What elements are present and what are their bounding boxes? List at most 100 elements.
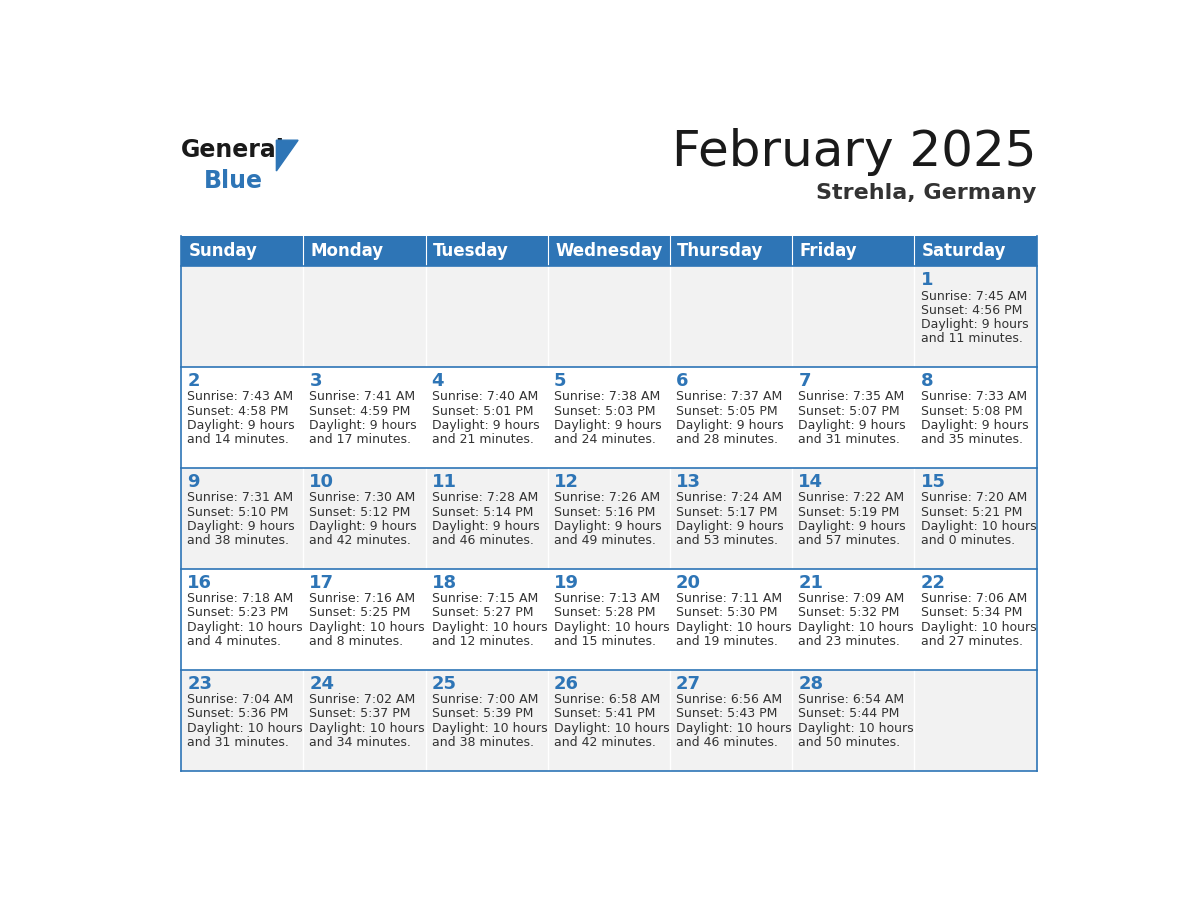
Text: Sunrise: 7:18 AM: Sunrise: 7:18 AM — [188, 592, 293, 605]
Text: Sunrise: 7:43 AM: Sunrise: 7:43 AM — [188, 390, 293, 403]
Text: Sunrise: 7:00 AM: Sunrise: 7:00 AM — [431, 693, 538, 706]
Text: Daylight: 9 hours: Daylight: 9 hours — [921, 419, 1028, 432]
Text: Daylight: 10 hours: Daylight: 10 hours — [309, 621, 425, 633]
Bar — [181, 468, 1037, 569]
Text: 11: 11 — [431, 473, 456, 491]
Bar — [181, 266, 1037, 367]
Text: and 15 minutes.: and 15 minutes. — [554, 635, 656, 648]
Text: Daylight: 10 hours: Daylight: 10 hours — [676, 621, 791, 633]
Text: and 24 minutes.: and 24 minutes. — [554, 433, 656, 446]
Text: Sunset: 5:23 PM: Sunset: 5:23 PM — [188, 607, 289, 620]
Text: Sunset: 5:03 PM: Sunset: 5:03 PM — [554, 405, 656, 418]
Text: Sunrise: 6:54 AM: Sunrise: 6:54 AM — [798, 693, 904, 706]
Text: and 17 minutes.: and 17 minutes. — [309, 433, 411, 446]
Text: and 46 minutes.: and 46 minutes. — [431, 534, 533, 547]
Text: Sunrise: 7:41 AM: Sunrise: 7:41 AM — [309, 390, 416, 403]
Text: Sunrise: 7:16 AM: Sunrise: 7:16 AM — [309, 592, 416, 605]
Text: and 49 minutes.: and 49 minutes. — [554, 534, 656, 547]
Text: and 23 minutes.: and 23 minutes. — [798, 635, 901, 648]
Bar — [181, 236, 303, 266]
Text: 16: 16 — [188, 574, 213, 592]
Text: Sunrise: 7:20 AM: Sunrise: 7:20 AM — [921, 491, 1026, 504]
Text: Sunset: 5:14 PM: Sunset: 5:14 PM — [431, 506, 533, 519]
Text: Sunset: 4:58 PM: Sunset: 4:58 PM — [188, 405, 289, 418]
Text: Strehla, Germany: Strehla, Germany — [816, 184, 1037, 203]
Text: Daylight: 10 hours: Daylight: 10 hours — [554, 722, 670, 734]
Text: 25: 25 — [431, 675, 456, 692]
Text: and 34 minutes.: and 34 minutes. — [309, 736, 411, 749]
Text: 3: 3 — [309, 372, 322, 390]
Text: Sunset: 5:27 PM: Sunset: 5:27 PM — [431, 607, 533, 620]
Text: 14: 14 — [798, 473, 823, 491]
Text: and 57 minutes.: and 57 minutes. — [798, 534, 901, 547]
Text: Sunrise: 7:02 AM: Sunrise: 7:02 AM — [309, 693, 416, 706]
Bar — [792, 236, 915, 266]
Text: and 8 minutes.: and 8 minutes. — [309, 635, 404, 648]
Text: Sunrise: 7:37 AM: Sunrise: 7:37 AM — [676, 390, 783, 403]
Text: and 12 minutes.: and 12 minutes. — [431, 635, 533, 648]
Text: Sunset: 5:12 PM: Sunset: 5:12 PM — [309, 506, 411, 519]
Text: Sunrise: 7:26 AM: Sunrise: 7:26 AM — [554, 491, 661, 504]
Text: Daylight: 10 hours: Daylight: 10 hours — [921, 621, 1036, 633]
Text: Saturday: Saturday — [922, 242, 1006, 260]
Text: Daylight: 10 hours: Daylight: 10 hours — [921, 520, 1036, 532]
Text: 5: 5 — [554, 372, 567, 390]
Text: Sunset: 5:25 PM: Sunset: 5:25 PM — [309, 607, 411, 620]
Text: Sunrise: 7:24 AM: Sunrise: 7:24 AM — [676, 491, 782, 504]
Text: Sunset: 5:32 PM: Sunset: 5:32 PM — [798, 607, 899, 620]
Text: General: General — [181, 138, 285, 162]
Text: 9: 9 — [188, 473, 200, 491]
Text: Daylight: 9 hours: Daylight: 9 hours — [431, 520, 539, 532]
Text: Sunset: 4:56 PM: Sunset: 4:56 PM — [921, 304, 1022, 317]
Text: and 50 minutes.: and 50 minutes. — [798, 736, 901, 749]
Text: Daylight: 9 hours: Daylight: 9 hours — [309, 520, 417, 532]
Text: Monday: Monday — [310, 242, 384, 260]
Text: and 53 minutes.: and 53 minutes. — [676, 534, 778, 547]
Text: Sunrise: 7:06 AM: Sunrise: 7:06 AM — [921, 592, 1026, 605]
Text: Sunset: 5:39 PM: Sunset: 5:39 PM — [431, 707, 533, 721]
Text: 19: 19 — [554, 574, 579, 592]
Text: Sunset: 5:07 PM: Sunset: 5:07 PM — [798, 405, 901, 418]
Text: and 19 minutes.: and 19 minutes. — [676, 635, 778, 648]
Text: and 4 minutes.: and 4 minutes. — [188, 635, 282, 648]
Text: Sunrise: 7:15 AM: Sunrise: 7:15 AM — [431, 592, 538, 605]
Text: and 27 minutes.: and 27 minutes. — [921, 635, 1023, 648]
Text: Sunset: 5:16 PM: Sunset: 5:16 PM — [554, 506, 656, 519]
Text: Sunrise: 7:11 AM: Sunrise: 7:11 AM — [676, 592, 782, 605]
Text: 8: 8 — [921, 372, 933, 390]
Text: 2: 2 — [188, 372, 200, 390]
Text: 24: 24 — [309, 675, 334, 692]
Text: Sunset: 4:59 PM: Sunset: 4:59 PM — [309, 405, 411, 418]
Text: Daylight: 10 hours: Daylight: 10 hours — [188, 621, 303, 633]
Text: Sunrise: 7:13 AM: Sunrise: 7:13 AM — [554, 592, 661, 605]
Text: Daylight: 9 hours: Daylight: 9 hours — [676, 520, 784, 532]
Text: Daylight: 9 hours: Daylight: 9 hours — [554, 419, 662, 432]
Text: Sunrise: 7:31 AM: Sunrise: 7:31 AM — [188, 491, 293, 504]
Text: Daylight: 9 hours: Daylight: 9 hours — [188, 520, 295, 532]
Text: 15: 15 — [921, 473, 946, 491]
Text: Sunrise: 7:35 AM: Sunrise: 7:35 AM — [798, 390, 904, 403]
Text: Wednesday: Wednesday — [555, 242, 663, 260]
Text: and 42 minutes.: and 42 minutes. — [554, 736, 656, 749]
Text: and 38 minutes.: and 38 minutes. — [431, 736, 533, 749]
Text: and 11 minutes.: and 11 minutes. — [921, 332, 1023, 345]
Text: Sunrise: 6:58 AM: Sunrise: 6:58 AM — [554, 693, 661, 706]
Text: Daylight: 9 hours: Daylight: 9 hours — [921, 318, 1028, 331]
Text: Sunrise: 7:22 AM: Sunrise: 7:22 AM — [798, 491, 904, 504]
Text: Sunset: 5:43 PM: Sunset: 5:43 PM — [676, 707, 777, 721]
Text: and 46 minutes.: and 46 minutes. — [676, 736, 778, 749]
Text: Daylight: 10 hours: Daylight: 10 hours — [188, 722, 303, 734]
Text: 13: 13 — [676, 473, 701, 491]
Text: and 35 minutes.: and 35 minutes. — [921, 433, 1023, 446]
Text: Sunday: Sunday — [189, 242, 258, 260]
Text: Sunrise: 6:56 AM: Sunrise: 6:56 AM — [676, 693, 782, 706]
Text: Sunrise: 7:40 AM: Sunrise: 7:40 AM — [431, 390, 538, 403]
Text: Daylight: 10 hours: Daylight: 10 hours — [798, 621, 914, 633]
Text: Sunset: 5:01 PM: Sunset: 5:01 PM — [431, 405, 533, 418]
Text: 23: 23 — [188, 675, 213, 692]
Bar — [915, 236, 1037, 266]
Bar — [670, 236, 792, 266]
Text: Sunset: 5:30 PM: Sunset: 5:30 PM — [676, 607, 778, 620]
Text: 26: 26 — [554, 675, 579, 692]
Bar — [181, 569, 1037, 670]
